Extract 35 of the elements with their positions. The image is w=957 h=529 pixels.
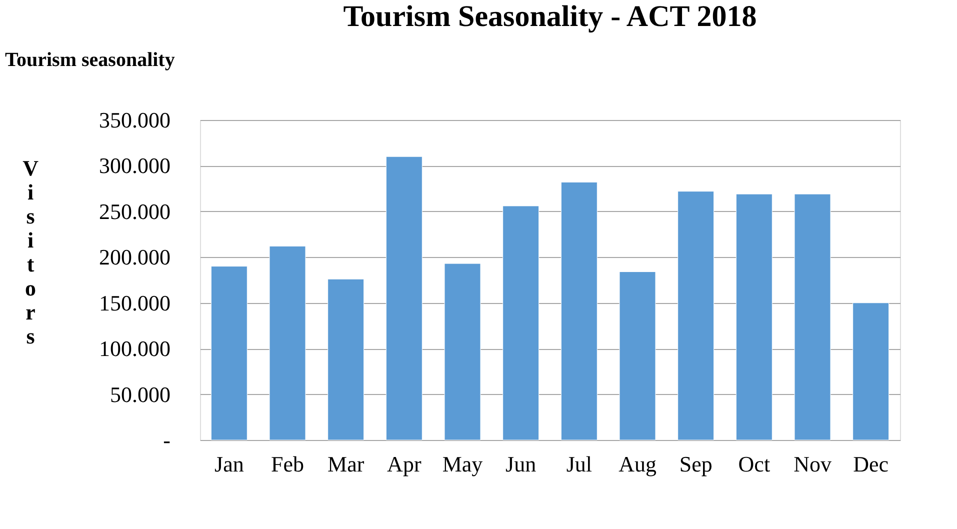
x-tick-label: Oct [738,452,770,476]
bar [619,272,656,440]
y-tick-label: - [163,428,170,452]
y-tick-label: 300.000 [99,153,170,178]
bar [444,263,481,440]
chart-title: Tourism Seasonality - ACT 2018 [343,0,757,33]
x-tick-label: May [442,452,483,476]
bar [210,266,248,440]
x-tick-label: Sep [679,452,712,476]
bar [328,278,364,440]
x-tick-label: Feb [271,452,304,476]
y-axis-title: Visitors [22,156,39,348]
y-tick-label: 350.000 [99,108,170,132]
y-tick-label: 200.000 [99,244,170,270]
bar [386,156,422,440]
bar [502,206,540,440]
text: Tourism seasonality [5,49,175,71]
x-tick-label: Jan [214,452,244,476]
x-tick-label: Jun [506,452,536,476]
bar [852,302,890,440]
bar [269,246,306,440]
bar [678,191,714,440]
x-tick-label: Nov [794,452,832,476]
bar [560,182,598,440]
x-tick-label: Dec [853,452,889,476]
x-tick-label: Mar [328,452,365,476]
x-tick-label: Jul [566,452,592,476]
x-tick-label: Apr [387,452,422,476]
bar [794,194,831,440]
y-tick-label: 100.000 [99,336,170,362]
y-tick-label: 150.000 [99,290,170,316]
y-tick-label: 250.000 [99,198,170,224]
x-tick-label: Aug [618,452,656,476]
bar [736,194,772,440]
y-tick-label: 50.000 [110,382,170,407]
